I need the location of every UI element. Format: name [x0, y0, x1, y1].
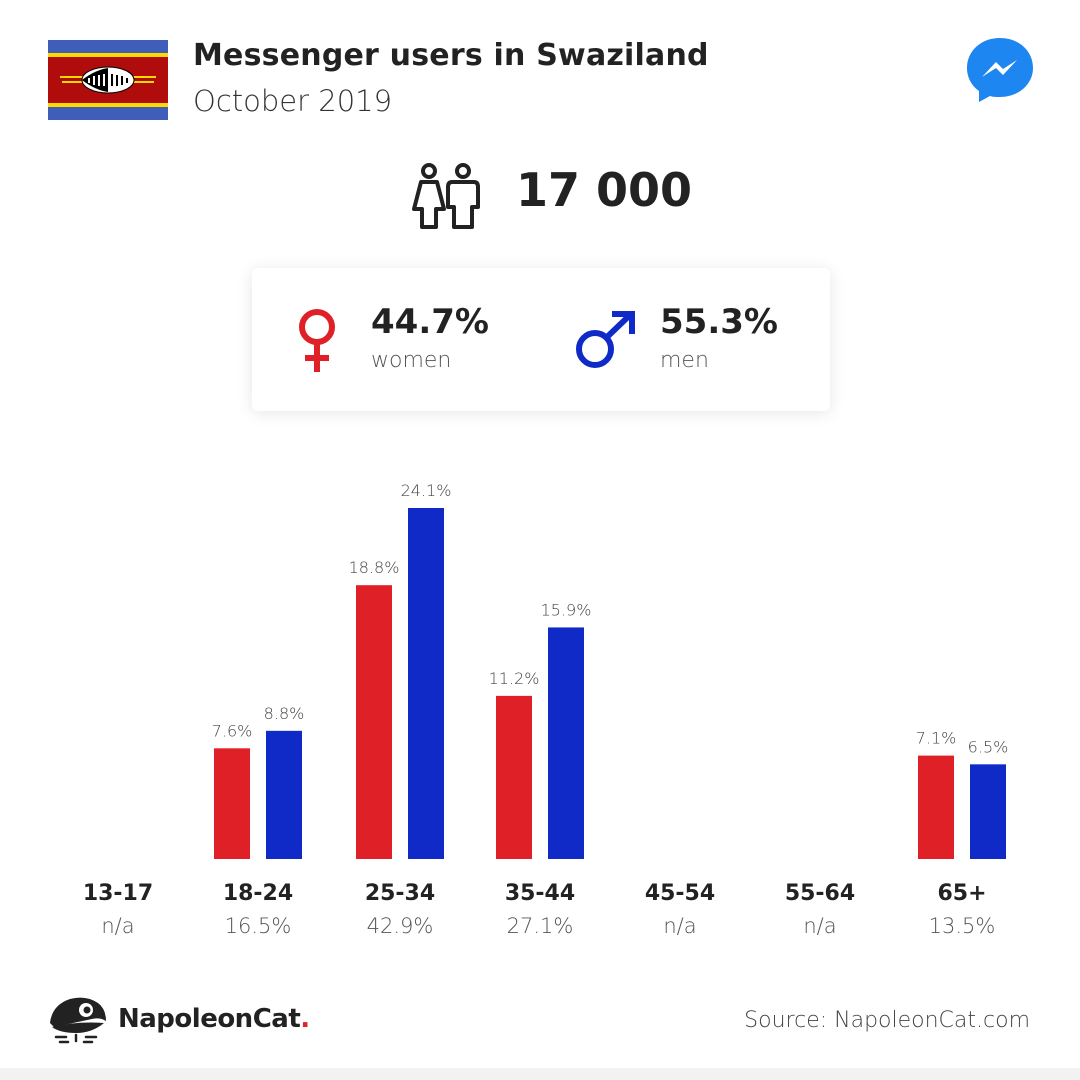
- bar-value-label: 15.9%: [541, 600, 592, 619]
- bar-women-65+: [918, 755, 954, 859]
- age-group-label: 65+: [937, 881, 986, 906]
- age-group-total: 16.5%: [225, 914, 292, 938]
- male-symbol-icon: [576, 311, 635, 368]
- brand-name-text: NapoleonCat: [118, 1004, 301, 1034]
- women-percentage: 44.7%: [371, 302, 489, 342]
- swaziland-flag-icon: [48, 40, 168, 120]
- age-group-label: 45-54: [645, 881, 715, 906]
- men-percentage: 55.3%: [660, 302, 778, 342]
- bar-value-label: 6.5%: [968, 737, 1009, 756]
- bar-men-65+: [970, 764, 1006, 859]
- messenger-logo-icon: [967, 38, 1033, 102]
- age-group-total: 13.5%: [929, 914, 996, 938]
- age-group-total: n/a: [803, 914, 836, 938]
- age-group-label: 25-34: [365, 881, 435, 906]
- bottom-strip: [0, 1068, 1080, 1080]
- men-label: men: [660, 348, 709, 373]
- age-group-total: n/a: [101, 914, 134, 938]
- bar-value-label: 8.8%: [264, 704, 305, 723]
- total-users-value: 17 000: [516, 163, 693, 217]
- bar-value-label: 7.1%: [916, 729, 957, 748]
- age-group-total: n/a: [663, 914, 696, 938]
- age-group-total: 42.9%: [367, 914, 434, 938]
- age-group-label: 35-44: [505, 881, 575, 906]
- page-title: Messenger users in Swaziland: [193, 38, 709, 73]
- bar-value-label: 24.1%: [401, 481, 452, 500]
- bar-women-35-44: [496, 695, 532, 859]
- age-gender-bar-chart: 13-17 n/a 7.6% 8.8% 18-24 16.5% 18.8% 24.1% 25-3…: [83, 481, 1009, 938]
- age-group-total: 27.1%: [507, 914, 574, 938]
- bar-value-label: 18.8%: [349, 558, 400, 577]
- bar-women-18-24: [214, 748, 250, 859]
- bar-men-35-44: [548, 627, 584, 859]
- age-group-label: 55-64: [785, 881, 855, 906]
- age-group-label: 18-24: [223, 881, 293, 906]
- bar-value-label: 7.6%: [212, 721, 253, 740]
- brand-dot: .: [300, 1004, 310, 1034]
- bar-men-25-34: [408, 508, 444, 859]
- women-label: women: [371, 348, 452, 373]
- napoleoncat-logo-icon: [50, 997, 106, 1044]
- age-group-label: 13-17: [83, 881, 153, 906]
- bar-value-label: 11.2%: [489, 669, 540, 688]
- brand-name: NapoleonCat.: [118, 1004, 310, 1034]
- source-credit: Source: NapoleonCat.com: [744, 1008, 1030, 1033]
- page-subtitle: October 2019: [193, 84, 393, 118]
- bar-men-18-24: [266, 730, 302, 859]
- gender-split-card: [252, 268, 830, 411]
- female-symbol-icon: [299, 309, 335, 372]
- people-icon: [412, 163, 480, 229]
- bar-women-25-34: [356, 585, 392, 859]
